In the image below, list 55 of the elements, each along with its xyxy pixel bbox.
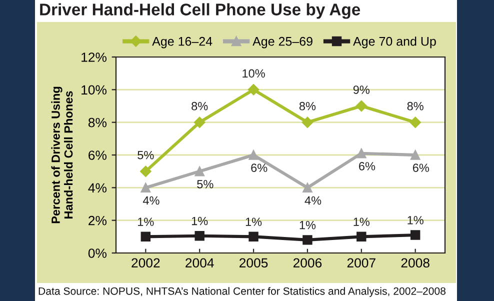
point [410,150,420,160]
data-label: 6% [251,164,268,172]
point [302,182,312,193]
point [140,232,151,242]
point [356,148,366,158]
point [356,232,366,242]
point [194,166,204,176]
data-label: 4% [304,196,322,205]
x-tick-label: 2008 [401,258,430,268]
source-note: Data Source: NOPUS, NHTSA’s National Center for Statistics and Analysis, 2002–2008 [38,287,446,297]
y-tick-label: 6% [88,150,107,160]
point [194,230,204,241]
y-tick-label: 0% [88,248,107,258]
y-tick-label: 8% [88,118,107,128]
x-tick-label: 2004 [186,258,214,268]
data-label: 6% [412,164,430,172]
legend-label: Age 25–69 [252,36,312,48]
x-tick-label: 2002 [132,258,160,268]
data-label: 5% [138,150,154,160]
y-tick-label: 10% [82,85,107,95]
point [248,150,258,160]
legend-label: Age 70 and Up [353,36,436,48]
data-label: 10% [242,69,265,78]
y-tick-label: 12% [82,52,107,62]
x-tick-label: 2006 [293,258,322,268]
x-tick-label: 2005 [240,258,268,268]
data-label: 4% [142,196,160,205]
point [140,166,152,177]
y-tick-label: 4% [88,183,107,193]
point [356,100,368,112]
point [410,116,421,128]
point [302,116,314,128]
chart-title: Driver Hand-Held Cell Phone Use by Age [40,3,360,19]
data-label: 8% [192,102,208,110]
data-label: 9% [353,86,370,94]
point [248,232,258,242]
point [194,116,206,128]
legend-label: Age 16–24 [152,36,212,48]
data-label: 1% [138,218,154,226]
point [302,235,312,245]
point [140,182,151,193]
point [248,84,260,96]
data-label: 1% [300,220,316,230]
data-label: 1% [354,218,370,226]
x-tick-label: 2007 [347,258,376,268]
data-label: 5% [197,180,214,188]
data-label: 1% [192,216,208,226]
data-label: 6% [359,162,376,170]
data-label: 1% [408,216,424,224]
data-label: 1% [246,218,262,226]
data-label: 8% [407,102,424,110]
point [410,230,420,240]
y-axis-title: Percent of Drivers Using Hand-held Cell Phones [51,86,73,224]
data-label: 8% [299,102,316,110]
y-tick-label: 2% [88,216,107,226]
